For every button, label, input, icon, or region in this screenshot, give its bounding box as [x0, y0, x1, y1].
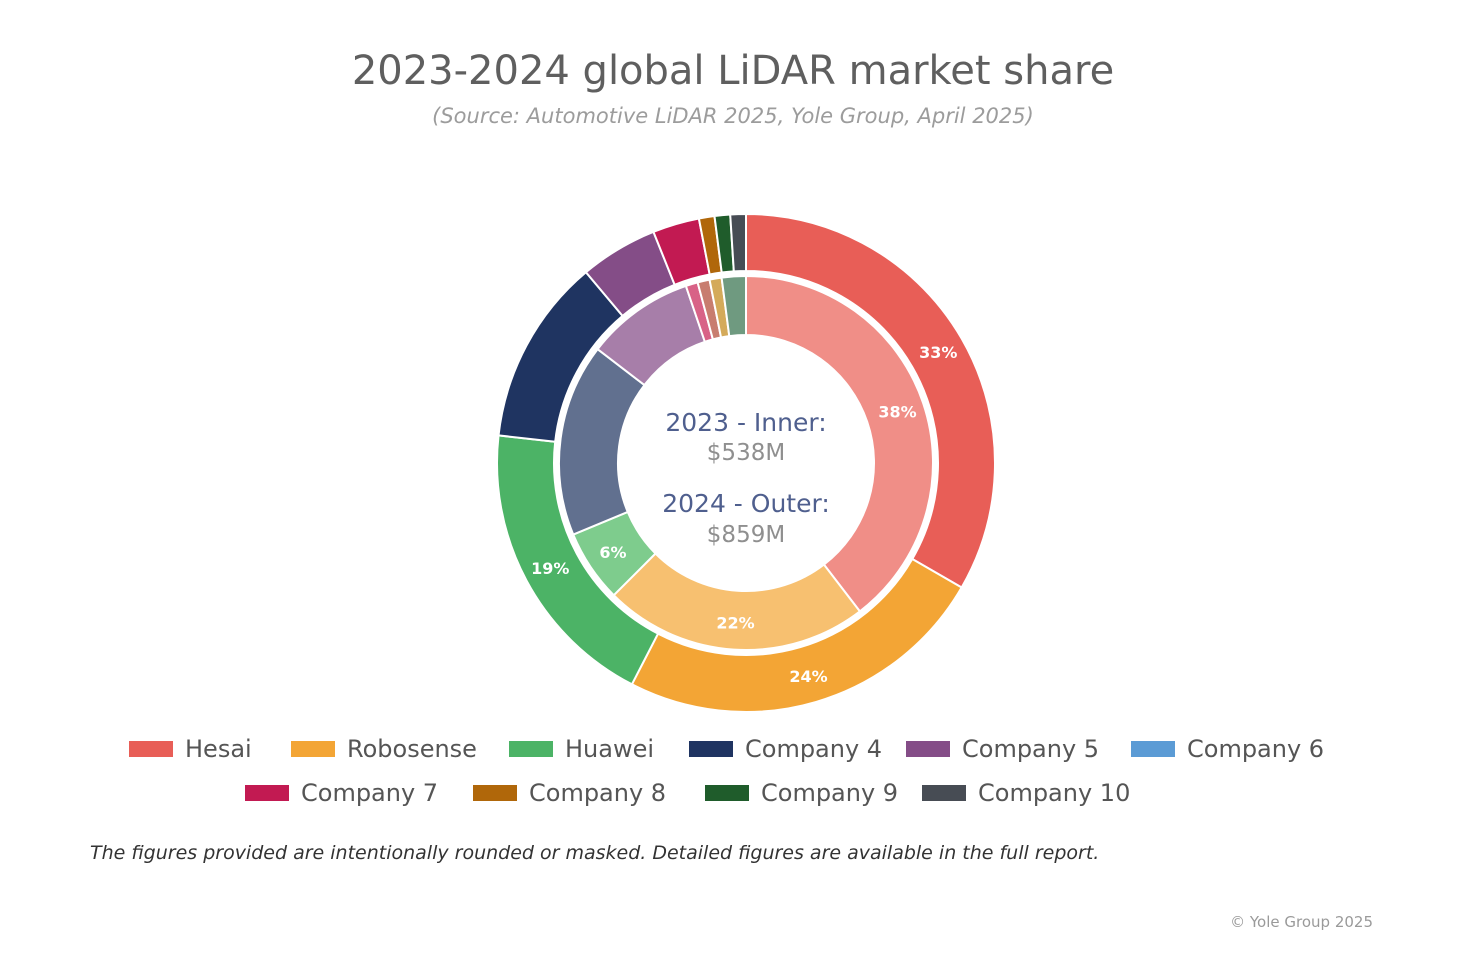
- center-outer-value: $859M: [707, 522, 785, 548]
- inner-data-label: 6%: [599, 543, 626, 562]
- legend-swatch: [906, 741, 950, 757]
- legend-item: Huawei: [509, 734, 654, 764]
- legend-item: Company 9: [705, 778, 898, 808]
- inner-slice-hesai: [745, 274, 934, 613]
- legend-item: Company 5: [906, 734, 1099, 764]
- chart-subtitle: (Source: Automotive LiDAR 2025, Yole Gro…: [432, 104, 1034, 128]
- legend-label: Company 5: [962, 735, 1100, 763]
- center-outer-label: 2024 - Outer:: [662, 489, 830, 518]
- legend-item: Company 4: [689, 734, 882, 764]
- legend-item: Robosense: [291, 734, 477, 764]
- legend-item: Company 8: [473, 778, 666, 808]
- legend-swatch: [705, 785, 749, 801]
- legend-item: Hesai: [129, 734, 252, 764]
- legend-swatch: [509, 741, 553, 757]
- outer-data-label: 33%: [919, 343, 957, 362]
- legend-swatch: [245, 785, 289, 801]
- copyright: © Yole Group 2025: [1230, 913, 1373, 931]
- legend-label: Company 8: [529, 779, 667, 807]
- inner-ring-2023: [558, 274, 934, 651]
- chart-title: 2023-2024 global LiDAR market share: [351, 48, 1115, 94]
- legend-swatch: [291, 741, 335, 757]
- legend-swatch: [922, 785, 966, 801]
- outer-slice-hesai: [745, 212, 996, 589]
- outer-data-label: 19%: [531, 559, 569, 578]
- legend-label: Company 7: [301, 779, 439, 807]
- center-inner-value: $538M: [707, 440, 785, 466]
- inner-data-label: 38%: [878, 403, 916, 422]
- legend-swatch: [689, 741, 733, 757]
- legend-swatch: [1131, 741, 1175, 757]
- slice-labels: 33% 24% 19% 38% 22% 6%: [531, 343, 957, 686]
- legend-label: Company 10: [978, 779, 1131, 807]
- outer-data-label: 24%: [789, 667, 827, 686]
- legend-label: Hesai: [185, 735, 252, 763]
- outer-ring-2024: [496, 212, 996, 713]
- center-inner-label: 2023 - Inner:: [665, 408, 826, 437]
- legend-item: Company 7: [245, 778, 438, 808]
- footnote: The figures provided are intentionally r…: [90, 842, 1100, 864]
- outer-slice-company-10: [729, 212, 747, 273]
- legend-label: Company 9: [761, 779, 899, 807]
- legend-label: Huawei: [565, 735, 655, 763]
- legend-label: Robosense: [347, 735, 477, 763]
- legend-label: Company 4: [745, 735, 883, 763]
- legend-swatch: [473, 785, 517, 801]
- legend-item: Company 10: [922, 778, 1130, 808]
- legend-swatch: [129, 741, 173, 757]
- inner-data-label: 22%: [716, 614, 754, 633]
- legend-item: Company 6: [1131, 734, 1324, 764]
- legend-label: Company 6: [1187, 735, 1325, 763]
- inner-slice-company-10: [720, 274, 747, 338]
